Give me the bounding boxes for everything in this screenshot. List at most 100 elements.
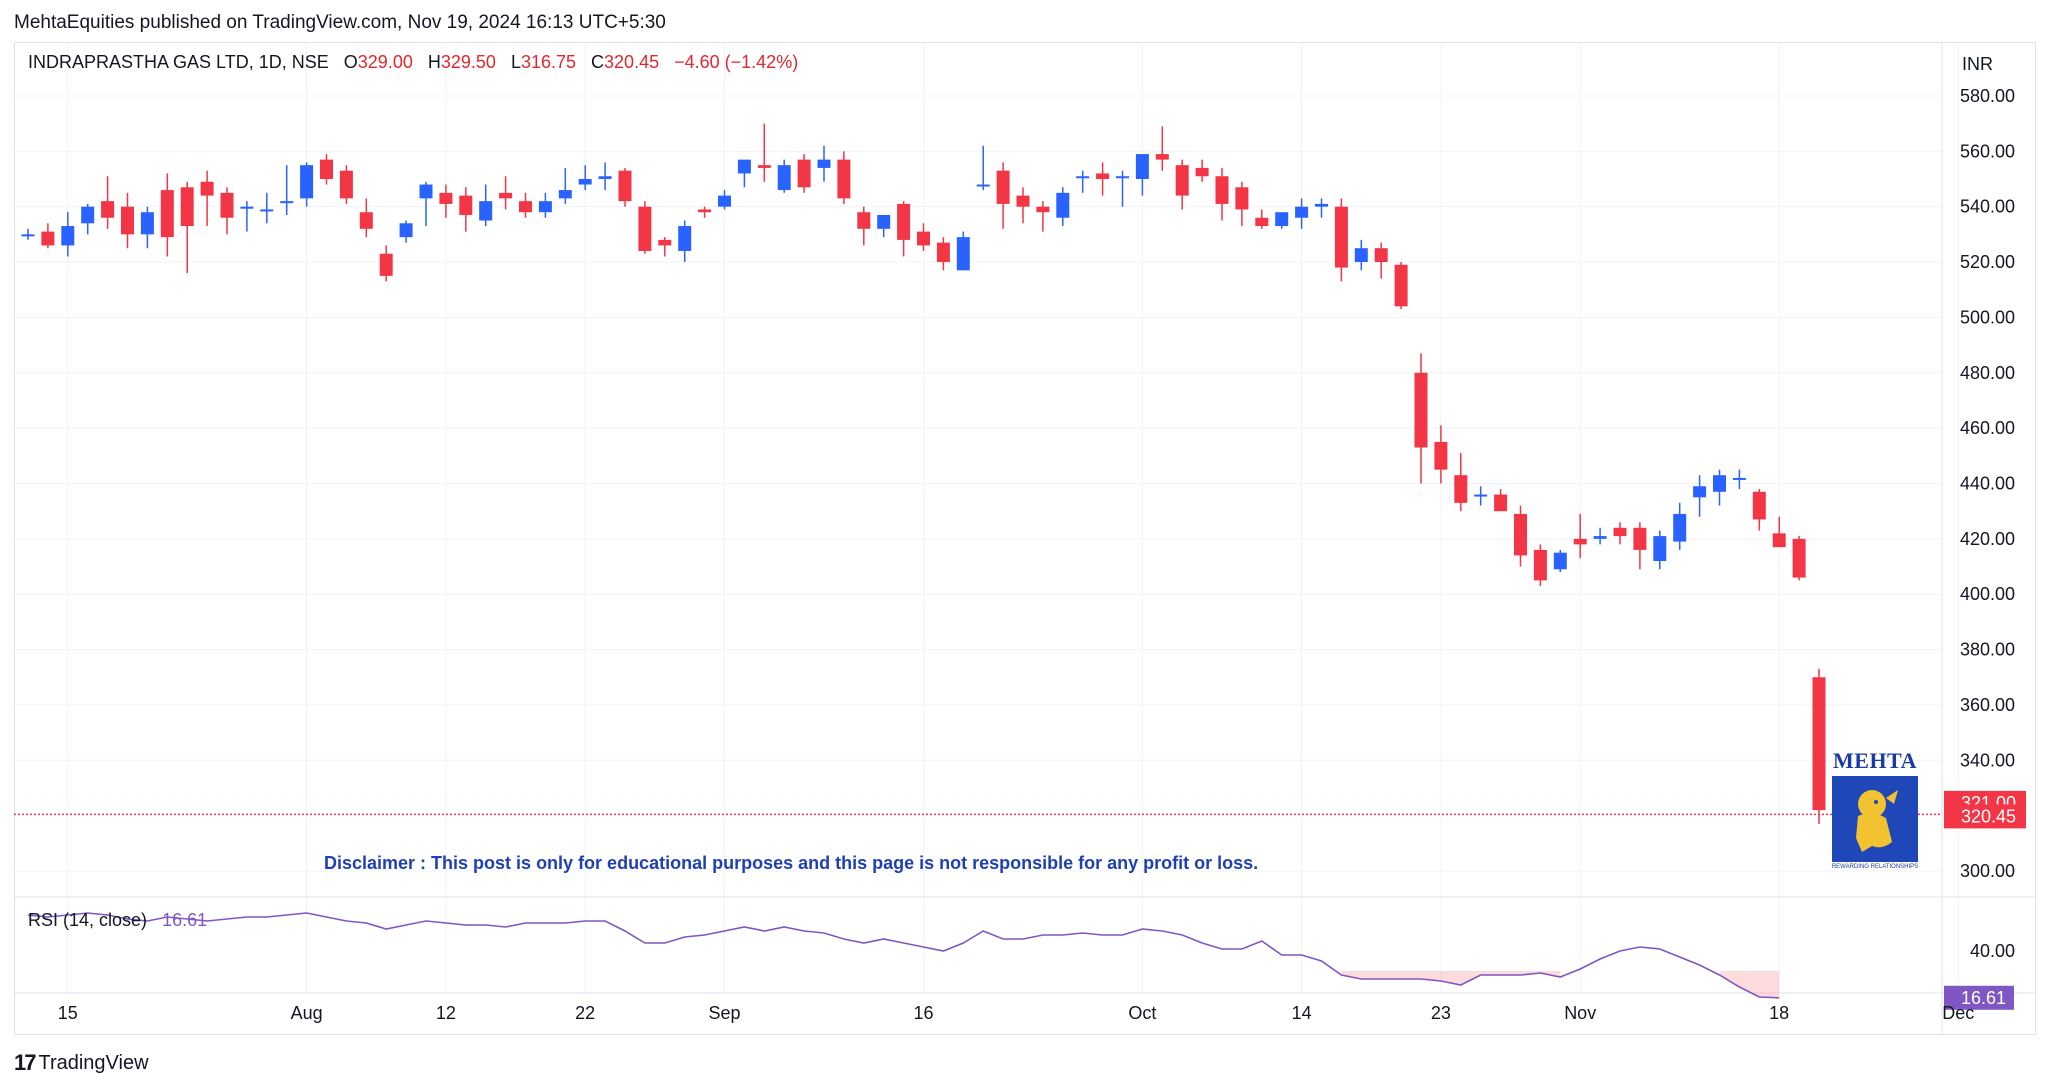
candle [260, 192, 274, 224]
price-label-text: 320.45 [1961, 806, 2016, 826]
candle [1215, 167, 1229, 221]
price-tick-label: 560.00 [1960, 141, 2015, 161]
candle [1175, 159, 1189, 210]
candle-body [339, 170, 353, 199]
candle [1036, 201, 1050, 232]
candle-body [1454, 475, 1468, 503]
candle [1613, 522, 1627, 545]
candle [220, 187, 234, 235]
candle-body [21, 234, 35, 237]
rsi-axis: 40.00 16.61 [1944, 941, 2015, 1010]
candle [280, 165, 294, 215]
candle [1573, 513, 1587, 559]
candle-body [897, 203, 911, 240]
candle [996, 162, 1010, 229]
candle-body [678, 226, 692, 251]
rsi-line [27, 912, 1780, 999]
candle [1494, 489, 1508, 512]
symbol-legend[interactable]: INDRAPRASTHA GAS LTD, 1D, NSE O329.00 H3… [28, 52, 798, 73]
candle [1474, 486, 1488, 506]
candle [817, 145, 831, 182]
candle-body [359, 212, 373, 229]
rsi-value-text: 16.61 [1961, 988, 2006, 1008]
candle-body [1096, 173, 1110, 179]
close-value: 320.45 [604, 52, 660, 72]
rsi-polyline [27, 912, 1780, 999]
candle [1713, 469, 1726, 506]
candle [917, 223, 930, 251]
candle-body [1434, 441, 1448, 470]
candle-body [917, 231, 930, 246]
candle [558, 167, 572, 204]
candle [419, 181, 433, 227]
candle-body [1573, 538, 1587, 545]
candle [877, 214, 891, 238]
candle [300, 162, 314, 207]
candle [638, 201, 652, 254]
candle [1633, 522, 1647, 570]
candle-body [1693, 486, 1707, 498]
close-label: C [591, 52, 605, 72]
candle-body [1414, 372, 1428, 448]
candle [1275, 212, 1289, 229]
candle-body [81, 206, 95, 224]
currency-label[interactable]: INR [1962, 54, 1993, 74]
candle [837, 151, 851, 204]
logo-name: MEHTA [1833, 748, 1917, 773]
candle [499, 176, 513, 210]
price-tick-label: 440.00 [1960, 473, 2015, 493]
candle-body [1613, 527, 1627, 537]
rsi-legend[interactable]: RSI (14, close) 16.61 [28, 910, 207, 931]
candle-body [160, 190, 174, 238]
open-label: O [343, 52, 358, 72]
candle [1693, 475, 1707, 517]
candle-body [737, 159, 751, 174]
candle [538, 192, 552, 218]
candle [897, 201, 911, 257]
time-tick-label: Sep [708, 1003, 740, 1023]
candle-body [479, 201, 493, 221]
candle-body [220, 192, 234, 218]
logo-tagline: REWARDING RELATIONSHIPS [1831, 864, 1919, 870]
rsi-oversold-area [1719, 971, 1780, 998]
change-value: −4.60 (−1.42%) [674, 52, 799, 72]
candle [698, 206, 712, 218]
price-axis: 580.00 560.00 540.00 520.00 500.00 480.00 460.… [1960, 86, 2015, 881]
candle [1295, 198, 1309, 229]
candle [578, 165, 592, 191]
tradingview-footer[interactable]: 17 TradingView [14, 1050, 149, 1076]
time-tick-label: Nov [1564, 1003, 1596, 1023]
candle [757, 123, 771, 182]
price-tick-label: 520.00 [1960, 252, 2015, 272]
candle-body [658, 239, 672, 246]
candle-body [200, 181, 214, 196]
candle [1155, 126, 1169, 171]
time-tick-label: 16 [913, 1003, 933, 1023]
candle [459, 187, 473, 232]
candle [1255, 209, 1269, 229]
pane-separators [14, 42, 2036, 1035]
candle [399, 220, 413, 243]
candles [14, 123, 1942, 825]
candle-body [1593, 536, 1607, 539]
candle-body [1772, 533, 1786, 548]
candle [1096, 162, 1110, 196]
time-tick-label: Dec [1942, 1003, 1974, 1023]
candle-body [1155, 154, 1169, 160]
price-label-box [1944, 804, 2026, 829]
candle-body [1076, 176, 1090, 179]
candle-body [857, 212, 871, 229]
candle [618, 167, 632, 207]
candle-body [638, 206, 652, 251]
publisher-line: MehtaEquities published on TradingView.c… [14, 12, 666, 33]
candle-body [996, 170, 1010, 204]
candle-body [558, 190, 572, 199]
candle-body [1653, 536, 1667, 561]
candle-body [797, 159, 811, 188]
candle [339, 165, 353, 204]
candle-body [976, 184, 990, 187]
candle-body [439, 192, 453, 204]
candle [1553, 549, 1567, 573]
candle-body [698, 209, 712, 213]
